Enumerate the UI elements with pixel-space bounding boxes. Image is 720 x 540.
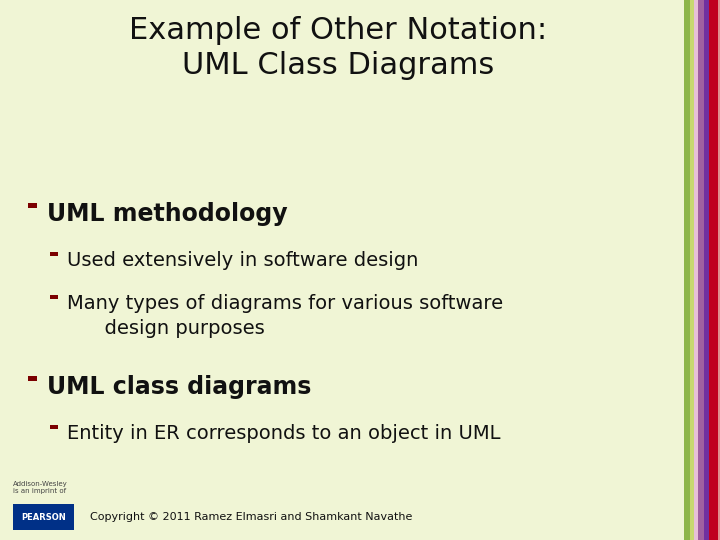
Bar (718, 0, 720, 540)
Bar (684, 0, 690, 540)
Bar (13, 504, 74, 530)
Bar (709, 0, 718, 540)
Text: UML class diagrams: UML class diagrams (47, 375, 311, 399)
Bar (50, 252, 58, 256)
Text: PEARSON: PEARSON (21, 513, 66, 522)
Text: Copyright © 2011 Ramez Elmasri and Shamkant Navathe: Copyright © 2011 Ramez Elmasri and Shamk… (90, 512, 413, 522)
Text: UML methodology: UML methodology (47, 202, 287, 226)
Text: Entity in ER corresponds to an object in UML: Entity in ER corresponds to an object in… (67, 424, 500, 443)
Bar (704, 0, 709, 540)
Bar (694, 0, 698, 540)
Text: Many types of diagrams for various software
      design purposes: Many types of diagrams for various softw… (67, 294, 503, 338)
Text: Example of Other Notation:
UML Class Diagrams: Example of Other Notation: UML Class Dia… (130, 16, 547, 80)
Bar (698, 0, 704, 540)
Bar (50, 424, 58, 429)
Text: Addison-Wesley
is an imprint of: Addison-Wesley is an imprint of (13, 481, 68, 494)
Bar (690, 0, 694, 540)
Bar (27, 202, 37, 208)
Bar (50, 295, 58, 299)
Bar (27, 375, 37, 381)
Text: Used extensively in software design: Used extensively in software design (67, 251, 418, 270)
